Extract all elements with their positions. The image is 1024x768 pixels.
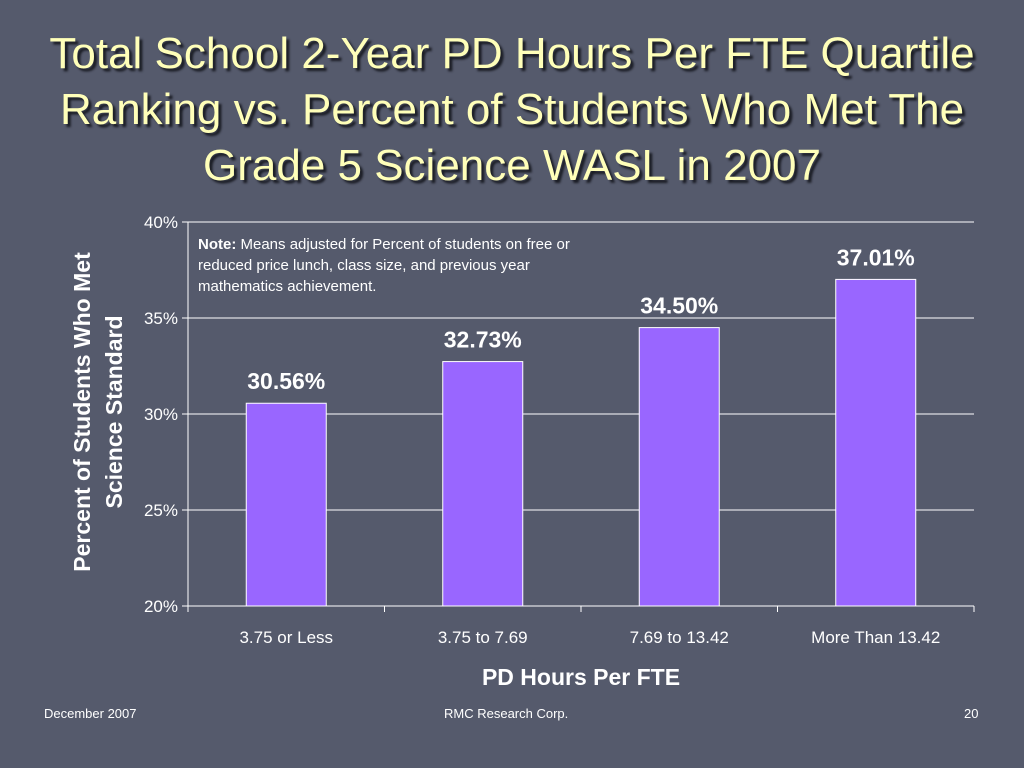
bar-data-label: 37.01% — [837, 244, 915, 270]
footer-date: December 2007 — [44, 706, 137, 721]
footer-organization: RMC Research Corp. — [444, 706, 569, 721]
y-tick-label: 35% — [144, 309, 178, 328]
y-tick-label: 40% — [144, 213, 178, 232]
bar — [638, 327, 720, 607]
x-tick-label: More Than 13.42 — [811, 628, 940, 647]
bar-data-label: 32.73% — [444, 327, 522, 353]
note-label: Note: — [198, 236, 237, 253]
y-tick-label: 25% — [144, 501, 178, 520]
y-axis-title: Percent of Students Who Met Science Stand… — [69, 252, 127, 572]
x-tick-label: 7.69 to 13.42 — [630, 628, 729, 647]
y-tick-label: 20% — [144, 597, 178, 616]
x-tick-label: 3.75 or Less — [239, 628, 333, 647]
slide-title: Total School 2-Year PD Hours Per FTE Qua… — [20, 26, 1004, 194]
note-text: Means adjusted for Percent of students o… — [198, 236, 570, 295]
y-axis-title-line: Science Standard — [101, 315, 127, 508]
footer-page-number: 20 — [964, 706, 979, 721]
bar-data-label: 30.56% — [247, 368, 325, 394]
chart-note: Note: Means adjusted for Percent of stud… — [198, 234, 598, 297]
bar — [835, 278, 917, 607]
y-axis-title-line: Percent of Students Who Met — [69, 252, 95, 572]
bar — [245, 402, 327, 607]
x-tick-label: 3.75 to 7.69 — [438, 628, 528, 647]
title-line-2: Ranking vs. Percent of Students Who Met … — [59, 85, 965, 134]
bar-data-label: 34.50% — [640, 293, 718, 319]
x-axis-title: PD Hours Per FTE — [482, 664, 680, 690]
y-tick-label: 30% — [144, 405, 178, 424]
title-line-1: Total School 2-Year PD Hours Per FTE Qua… — [49, 29, 975, 78]
title-line-3: Grade 5 Science WASL in 2007 — [203, 141, 821, 190]
bar — [442, 361, 524, 607]
